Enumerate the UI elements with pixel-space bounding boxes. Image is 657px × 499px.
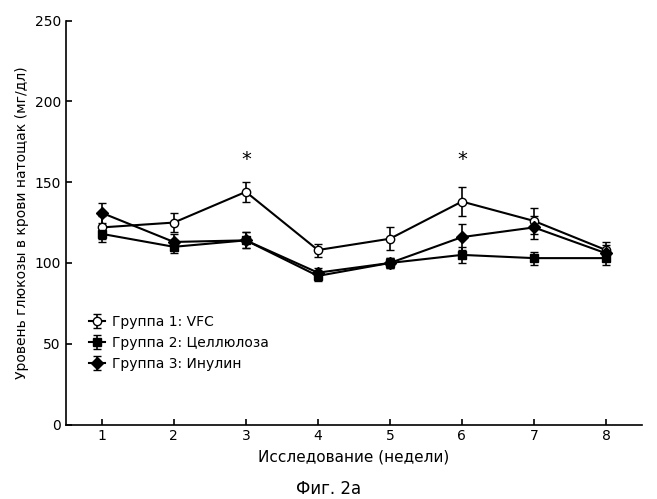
Text: Фиг. 2а: Фиг. 2а [296,480,361,498]
Legend: Группа 1: VFC, Группа 2: Целлюлоза, Группа 3: Инулин: Группа 1: VFC, Группа 2: Целлюлоза, Груп… [83,309,275,376]
Y-axis label: Уровень глюкозы в крови натощак (мг/дл): Уровень глюкозы в крови натощак (мг/дл) [15,66,29,379]
X-axis label: Исследование (недели): Исследование (недели) [258,449,449,464]
Text: *: * [241,150,251,169]
Text: *: * [457,150,467,169]
